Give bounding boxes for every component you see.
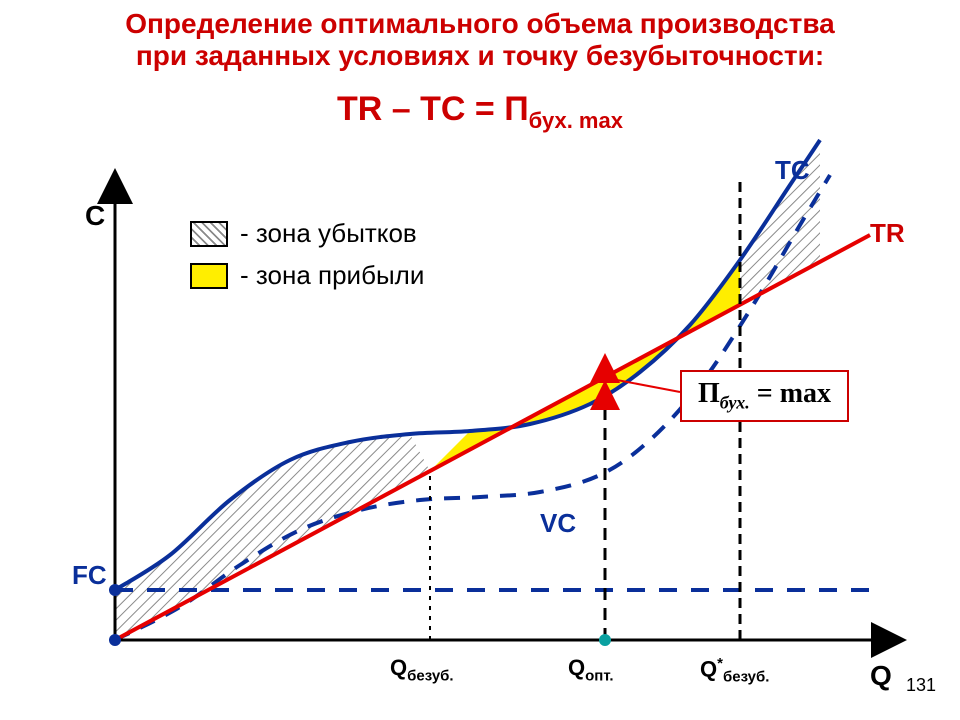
- legend-profit-swatch: [190, 263, 228, 289]
- tr-line: [115, 235, 870, 640]
- profit-zone: [430, 262, 740, 471]
- legend-loss-swatch: [190, 221, 228, 247]
- fc-label: FC: [72, 560, 107, 591]
- legend-loss-label: - зона убытков: [240, 218, 417, 249]
- legend-profit-label: - зона прибыли: [240, 260, 424, 291]
- vc-label: VC: [540, 508, 576, 539]
- q-bezub-label: Qбезуб.: [390, 655, 454, 684]
- fc-marker: [109, 584, 121, 596]
- legend-loss: - зона убытков: [190, 218, 417, 249]
- q-opt-marker: [599, 634, 611, 646]
- legend-profit: - зона прибыли: [190, 260, 424, 291]
- origin-marker: [109, 634, 121, 646]
- max-profit-callout: Пбух. = max: [680, 370, 849, 422]
- q-opt-label: Qопт.: [568, 655, 614, 684]
- x-axis-label: Q: [870, 660, 892, 692]
- y-axis-label: C: [85, 200, 105, 232]
- economics-chart: [0, 0, 960, 720]
- q-star-label: Q*безуб.: [700, 655, 769, 686]
- tr-label: TR: [870, 218, 905, 249]
- loss-zone-left: [115, 434, 430, 640]
- slide-number: 131: [906, 675, 936, 696]
- tc-label: TC: [775, 155, 810, 186]
